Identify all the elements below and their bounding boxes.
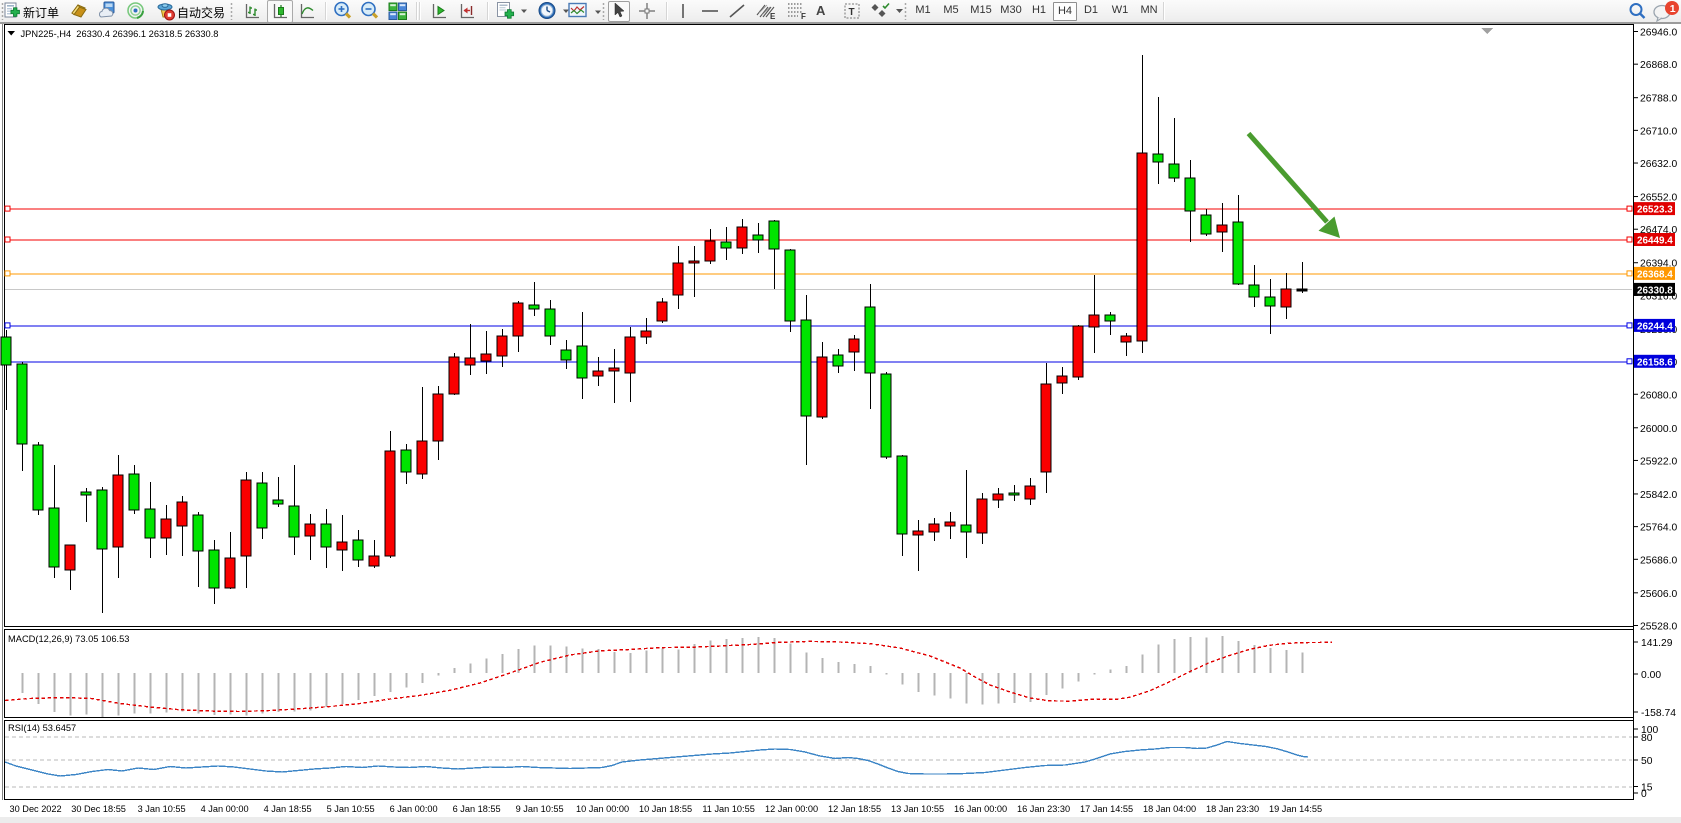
svg-text:26158.6: 26158.6 xyxy=(1637,357,1673,368)
svg-text:E: E xyxy=(770,12,776,21)
svg-text:25606.0: 25606.0 xyxy=(1640,589,1677,600)
svg-text:26710.0: 26710.0 xyxy=(1640,126,1677,137)
svg-text:26946.0: 26946.0 xyxy=(1640,28,1677,39)
svg-text:18 Jan 23:30: 18 Jan 23:30 xyxy=(1206,804,1259,814)
svg-text:11 Jan 10:55: 11 Jan 10:55 xyxy=(702,804,754,814)
svg-text:100: 100 xyxy=(1641,725,1658,736)
svg-text:26474.0: 26474.0 xyxy=(1640,225,1677,236)
svg-text:25922.0: 25922.0 xyxy=(1640,456,1677,467)
svg-text:-158.74: -158.74 xyxy=(1641,708,1676,719)
svg-text:RSI(14) 53.6457: RSI(14) 53.6457 xyxy=(8,723,76,733)
svg-text:6 Jan 18:55: 6 Jan 18:55 xyxy=(453,804,501,814)
svg-text:50: 50 xyxy=(1641,756,1653,767)
svg-text:26244.4: 26244.4 xyxy=(1637,321,1673,332)
svg-text:19 Jan 14:55: 19 Jan 14:55 xyxy=(1269,804,1322,814)
svg-text:25764.0: 25764.0 xyxy=(1640,523,1677,534)
svg-text:4 Jan 00:00: 4 Jan 00:00 xyxy=(201,804,249,814)
svg-text:26868.0: 26868.0 xyxy=(1640,60,1677,71)
svg-text:26552.0: 26552.0 xyxy=(1640,193,1677,204)
svg-text:141.29: 141.29 xyxy=(1641,638,1673,649)
svg-text:17 Jan 14:55: 17 Jan 14:55 xyxy=(1080,804,1133,814)
svg-text:26316.0: 26316.0 xyxy=(1640,291,1677,302)
svg-text:10 Jan 00:00: 10 Jan 00:00 xyxy=(576,804,629,814)
svg-text:5 Jan 10:55: 5 Jan 10:55 xyxy=(327,804,375,814)
svg-text:26632.0: 26632.0 xyxy=(1640,159,1677,170)
svg-text:25842.0: 25842.0 xyxy=(1640,490,1677,501)
svg-text:26000.0: 26000.0 xyxy=(1640,424,1677,435)
svg-text:26788.0: 26788.0 xyxy=(1640,94,1677,105)
svg-text:3 Jan 10:55: 3 Jan 10:55 xyxy=(138,804,186,814)
svg-text:16 Jan 00:00: 16 Jan 00:00 xyxy=(954,804,1007,814)
svg-text:1: 1 xyxy=(1670,3,1676,15)
svg-text:15: 15 xyxy=(1641,783,1653,794)
svg-text:30 Dec 2022: 30 Dec 2022 xyxy=(10,804,62,814)
svg-text:12 Jan 18:55: 12 Jan 18:55 xyxy=(828,804,881,814)
svg-text:13 Jan 10:55: 13 Jan 10:55 xyxy=(891,804,944,814)
svg-text:MACD(12,26,9) 73.05 106.53: MACD(12,26,9) 73.05 106.53 xyxy=(8,634,129,644)
svg-text:18 Jan 04:00: 18 Jan 04:00 xyxy=(1143,804,1196,814)
svg-text:16 Jan 23:30: 16 Jan 23:30 xyxy=(1017,804,1070,814)
svg-text:26394.0: 26394.0 xyxy=(1640,259,1677,270)
svg-text:80: 80 xyxy=(1641,733,1653,744)
svg-text:25528.0: 25528.0 xyxy=(1640,621,1677,632)
svg-text:26080.0: 26080.0 xyxy=(1640,390,1677,401)
svg-text:30 Dec 18:55: 30 Dec 18:55 xyxy=(71,804,126,814)
svg-text:T: T xyxy=(849,7,855,18)
svg-text:JPN225-,H4 26330.4 26396.1 26: JPN225-,H4 26330.4 26396.1 26318.5 26330… xyxy=(21,29,219,39)
svg-text:0.00: 0.00 xyxy=(1641,670,1661,681)
svg-text:0: 0 xyxy=(1641,789,1647,800)
svg-text:4 Jan 18:55: 4 Jan 18:55 xyxy=(264,804,312,814)
svg-text:6 Jan 00:00: 6 Jan 00:00 xyxy=(390,804,438,814)
svg-text:26368.4: 26368.4 xyxy=(1637,269,1673,280)
svg-text:F: F xyxy=(801,12,806,21)
svg-text:9 Jan 10:55: 9 Jan 10:55 xyxy=(516,804,564,814)
svg-text:25686.0: 25686.0 xyxy=(1640,555,1677,566)
svg-text:12 Jan 00:00: 12 Jan 00:00 xyxy=(765,804,818,814)
svg-text:26523.3: 26523.3 xyxy=(1637,205,1673,216)
svg-text:26449.4: 26449.4 xyxy=(1637,236,1673,247)
svg-text:10 Jan 18:55: 10 Jan 18:55 xyxy=(639,804,692,814)
svg-text:26330.8: 26330.8 xyxy=(1637,285,1673,296)
